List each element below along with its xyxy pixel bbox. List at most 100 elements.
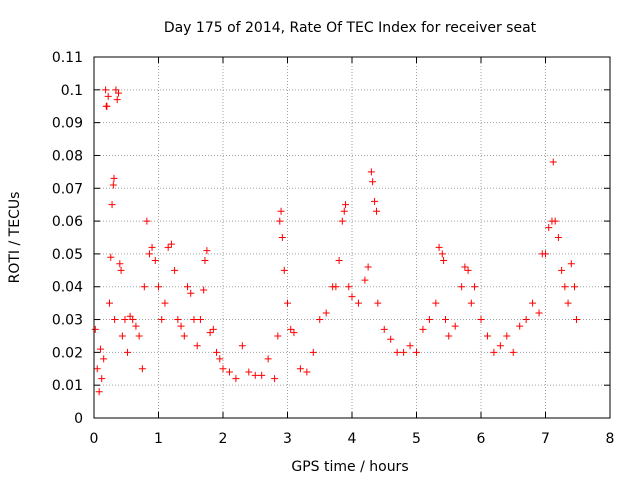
data-point bbox=[258, 371, 266, 379]
data-point bbox=[96, 345, 104, 353]
data-point bbox=[161, 299, 169, 307]
data-point bbox=[140, 283, 148, 291]
data-point bbox=[561, 283, 569, 291]
data-point bbox=[340, 207, 348, 215]
data-point bbox=[225, 368, 233, 376]
data-point bbox=[108, 201, 116, 209]
data-point bbox=[400, 348, 408, 356]
y-tick-label: 0.05 bbox=[52, 247, 83, 263]
data-point bbox=[425, 316, 433, 324]
data-point bbox=[551, 217, 559, 225]
data-point bbox=[316, 316, 324, 324]
data-point bbox=[387, 335, 395, 343]
data-point bbox=[464, 266, 472, 274]
data-point bbox=[413, 348, 420, 356]
data-point bbox=[496, 342, 504, 350]
grid-lines bbox=[94, 57, 610, 418]
data-point bbox=[171, 266, 179, 274]
data-point bbox=[309, 348, 317, 356]
data-point bbox=[93, 365, 101, 373]
data-point bbox=[193, 342, 201, 350]
data-point bbox=[91, 325, 99, 333]
data-point bbox=[471, 283, 479, 291]
data-point bbox=[364, 263, 372, 271]
data-point bbox=[361, 276, 369, 284]
data-point bbox=[277, 207, 285, 215]
data-point bbox=[138, 365, 146, 373]
y-tick-label: 0.11 bbox=[52, 50, 83, 66]
data-point bbox=[113, 96, 121, 104]
data-point bbox=[461, 263, 469, 271]
data-point bbox=[332, 283, 340, 291]
data-point bbox=[406, 342, 414, 350]
data-point bbox=[445, 332, 453, 340]
data-point bbox=[522, 316, 530, 324]
data-point bbox=[335, 256, 343, 264]
data-point bbox=[393, 348, 401, 356]
data-point bbox=[174, 316, 182, 324]
data-point bbox=[200, 286, 208, 294]
x-tick-label: 8 bbox=[606, 431, 615, 447]
data-point bbox=[509, 348, 517, 356]
data-point bbox=[354, 299, 362, 307]
data-point bbox=[164, 243, 172, 251]
data-point bbox=[571, 283, 579, 291]
data-point bbox=[284, 299, 291, 307]
y-tick-label: 0.04 bbox=[52, 280, 83, 296]
data-point bbox=[274, 332, 282, 340]
data-point bbox=[100, 355, 108, 363]
data-point bbox=[442, 316, 450, 324]
x-tick-label: 6 bbox=[477, 431, 486, 447]
data-point bbox=[303, 368, 311, 376]
data-point bbox=[367, 168, 375, 176]
y-tick-label: 0.03 bbox=[52, 313, 83, 329]
data-point bbox=[558, 266, 566, 274]
data-point bbox=[213, 348, 221, 356]
data-points bbox=[91, 86, 580, 396]
data-point bbox=[103, 102, 111, 110]
data-point bbox=[203, 247, 211, 255]
data-point bbox=[148, 243, 156, 251]
chart-title: Day 175 of 2014, Rate Of TEC Index for r… bbox=[164, 20, 537, 36]
data-point bbox=[184, 283, 192, 291]
data-point bbox=[264, 355, 272, 363]
data-point bbox=[219, 365, 227, 373]
data-point bbox=[117, 266, 125, 274]
data-point bbox=[158, 316, 166, 324]
data-point bbox=[516, 322, 524, 330]
data-point bbox=[567, 260, 575, 268]
data-point bbox=[232, 375, 240, 383]
data-point bbox=[177, 322, 185, 330]
y-tick-label: 0.09 bbox=[52, 116, 83, 132]
data-point bbox=[572, 316, 580, 324]
data-point bbox=[129, 316, 137, 324]
x-tick-label: 4 bbox=[348, 431, 357, 447]
data-point bbox=[451, 322, 459, 330]
axis-ticks: 0 0.01 0.02 0.03 0.04 0.05 0.06 0.07 0.08 0.09 0.1… bbox=[52, 50, 615, 447]
data-point bbox=[251, 371, 259, 379]
data-point bbox=[190, 316, 198, 324]
y-tick-label: 0.06 bbox=[52, 214, 83, 230]
data-point bbox=[116, 260, 124, 268]
data-point bbox=[271, 375, 279, 383]
data-point bbox=[545, 224, 553, 232]
x-axis-label: GPS time / hours bbox=[291, 459, 408, 475]
data-point bbox=[145, 250, 153, 258]
data-point bbox=[124, 348, 132, 356]
y-tick-label: 0.1 bbox=[61, 83, 83, 99]
data-point bbox=[380, 325, 388, 333]
data-point bbox=[280, 266, 288, 274]
data-point bbox=[290, 329, 298, 337]
data-point bbox=[338, 217, 346, 225]
data-point bbox=[105, 299, 113, 307]
data-point bbox=[109, 181, 117, 189]
data-point bbox=[287, 325, 295, 333]
x-tick-label: 3 bbox=[283, 431, 292, 447]
data-point bbox=[371, 197, 379, 205]
data-point bbox=[342, 201, 350, 209]
data-point bbox=[245, 368, 253, 376]
data-point bbox=[216, 355, 224, 363]
data-point bbox=[432, 299, 440, 307]
data-point bbox=[369, 178, 377, 186]
y-tick-label: 0.07 bbox=[52, 181, 83, 197]
